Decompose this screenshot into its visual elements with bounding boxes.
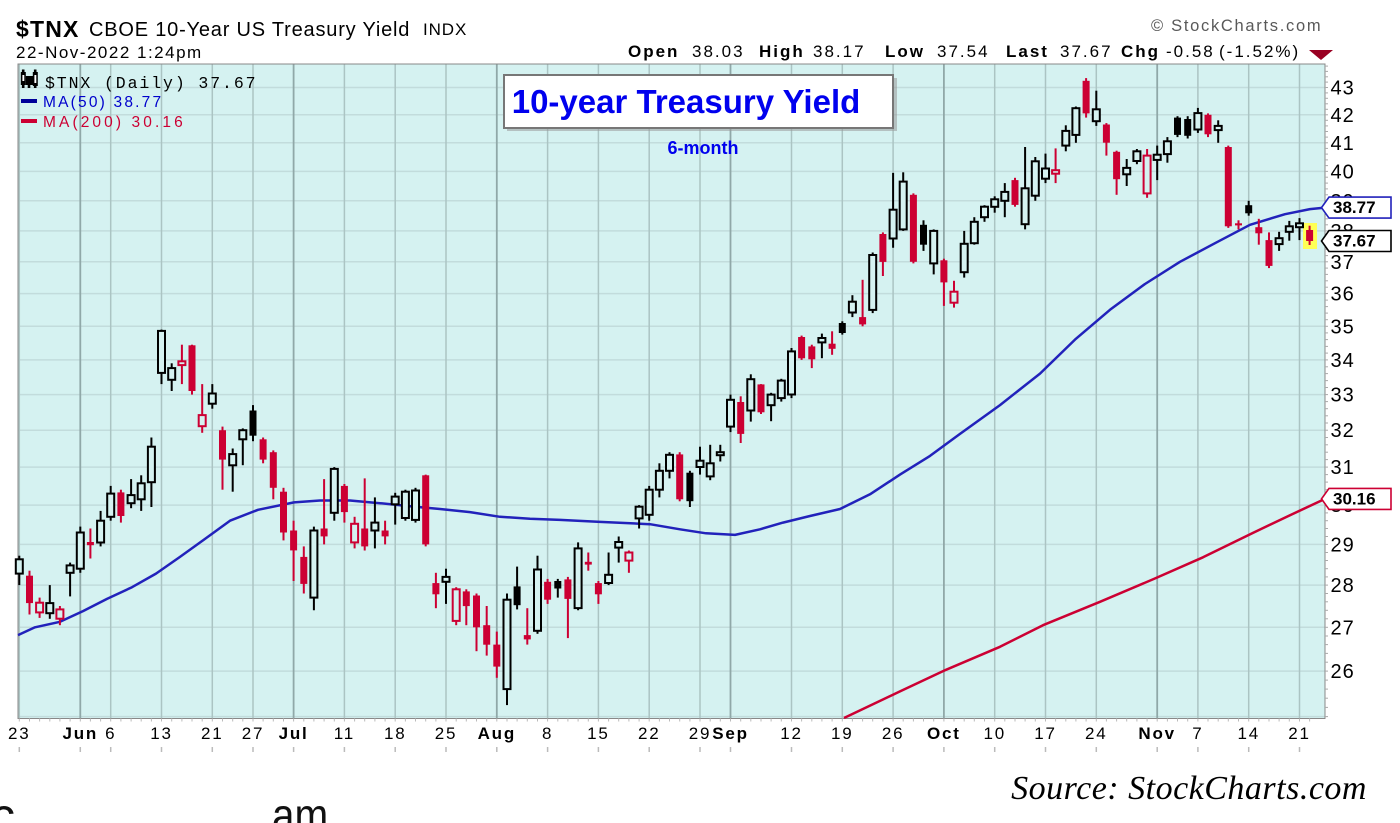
svg-text:Source: StockCharts.com: Source: StockCharts.com: [1011, 770, 1367, 807]
svg-text:CBOE 10-Year US Treasury Yield: CBOE 10-Year US Treasury Yield: [89, 19, 410, 41]
svg-text:Open: Open: [628, 42, 679, 61]
svg-text:c: c: [0, 790, 15, 823]
svg-text:12: 12: [780, 724, 803, 743]
svg-text:21: 21: [201, 724, 224, 743]
svg-text:18: 18: [384, 724, 407, 743]
svg-text:7: 7: [1192, 724, 1203, 743]
svg-text:38.03: 38.03: [692, 42, 745, 61]
svg-text:33: 33: [1331, 385, 1355, 407]
svg-text:Chg: Chg: [1121, 42, 1160, 61]
svg-text:41: 41: [1331, 133, 1355, 155]
svg-text:27: 27: [1331, 617, 1355, 639]
svg-text:11: 11: [334, 724, 355, 743]
svg-text:34: 34: [1331, 350, 1355, 372]
svg-text:Oct: Oct: [927, 724, 961, 743]
svg-text:Aug: Aug: [478, 724, 516, 743]
svg-text:23: 23: [8, 724, 31, 743]
svg-text:Nov: Nov: [1138, 724, 1176, 743]
svg-text:High: High: [759, 42, 805, 61]
svg-text:Sep: Sep: [712, 724, 749, 743]
svg-text:37: 37: [1331, 252, 1355, 274]
svg-text:$TNX: $TNX: [16, 16, 80, 42]
svg-text:38.77: 38.77: [1333, 198, 1376, 217]
svg-text:am: am: [272, 791, 328, 823]
svg-text:28: 28: [1331, 575, 1355, 597]
svg-text:29: 29: [689, 724, 712, 743]
svg-text:37.54: 37.54: [937, 42, 990, 61]
svg-text:38.17: 38.17: [813, 42, 866, 61]
svg-text:8: 8: [542, 724, 553, 743]
svg-text:6-month: 6-month: [668, 138, 739, 158]
svg-text:14: 14: [1237, 724, 1260, 743]
svg-text:24: 24: [1085, 724, 1108, 743]
svg-text:32: 32: [1331, 420, 1355, 442]
svg-text:13: 13: [150, 724, 173, 743]
svg-text:INDX: INDX: [423, 20, 467, 39]
svg-text:22: 22: [638, 724, 661, 743]
svg-text:MA(200) 30.16: MA(200) 30.16: [43, 114, 186, 131]
svg-text:© StockCharts.com: © StockCharts.com: [1151, 17, 1322, 35]
svg-text:26: 26: [1331, 661, 1355, 683]
svg-text:10: 10: [983, 724, 1006, 743]
svg-text:10-year Treasury Yield: 10-year Treasury Yield: [512, 83, 861, 120]
svg-text:Last: Last: [1006, 42, 1049, 61]
svg-text:MA(50) 38.77: MA(50) 38.77: [43, 94, 163, 111]
svg-text:6: 6: [105, 724, 116, 743]
svg-text:30.16: 30.16: [1333, 489, 1376, 508]
svg-text:36: 36: [1331, 284, 1355, 306]
svg-text:Jun: Jun: [62, 724, 98, 743]
svg-text:21: 21: [1288, 724, 1311, 743]
svg-text:15: 15: [587, 724, 610, 743]
svg-text:35: 35: [1331, 316, 1355, 338]
svg-text:43: 43: [1331, 78, 1355, 100]
svg-text:$TNX (Daily) 37.67: $TNX (Daily) 37.67: [45, 74, 257, 93]
svg-text:37.67: 37.67: [1333, 232, 1376, 251]
svg-text:26: 26: [882, 724, 905, 743]
svg-text:29: 29: [1331, 534, 1355, 556]
svg-text:25: 25: [435, 724, 458, 743]
svg-text:42: 42: [1331, 105, 1355, 127]
svg-text:19: 19: [831, 724, 854, 743]
svg-text:17: 17: [1034, 724, 1057, 743]
svg-text:(-1.52%): (-1.52%): [1219, 42, 1300, 61]
svg-text:40: 40: [1331, 161, 1355, 183]
svg-text:37.67: 37.67: [1060, 42, 1113, 61]
svg-text:22-Nov-2022 1:24pm: 22-Nov-2022 1:24pm: [16, 43, 203, 62]
svg-text:27: 27: [242, 724, 265, 743]
svg-text:Low: Low: [885, 42, 925, 61]
svg-text:31: 31: [1331, 457, 1355, 479]
svg-text:Jul: Jul: [279, 724, 309, 743]
svg-text:-0.58: -0.58: [1166, 42, 1215, 61]
